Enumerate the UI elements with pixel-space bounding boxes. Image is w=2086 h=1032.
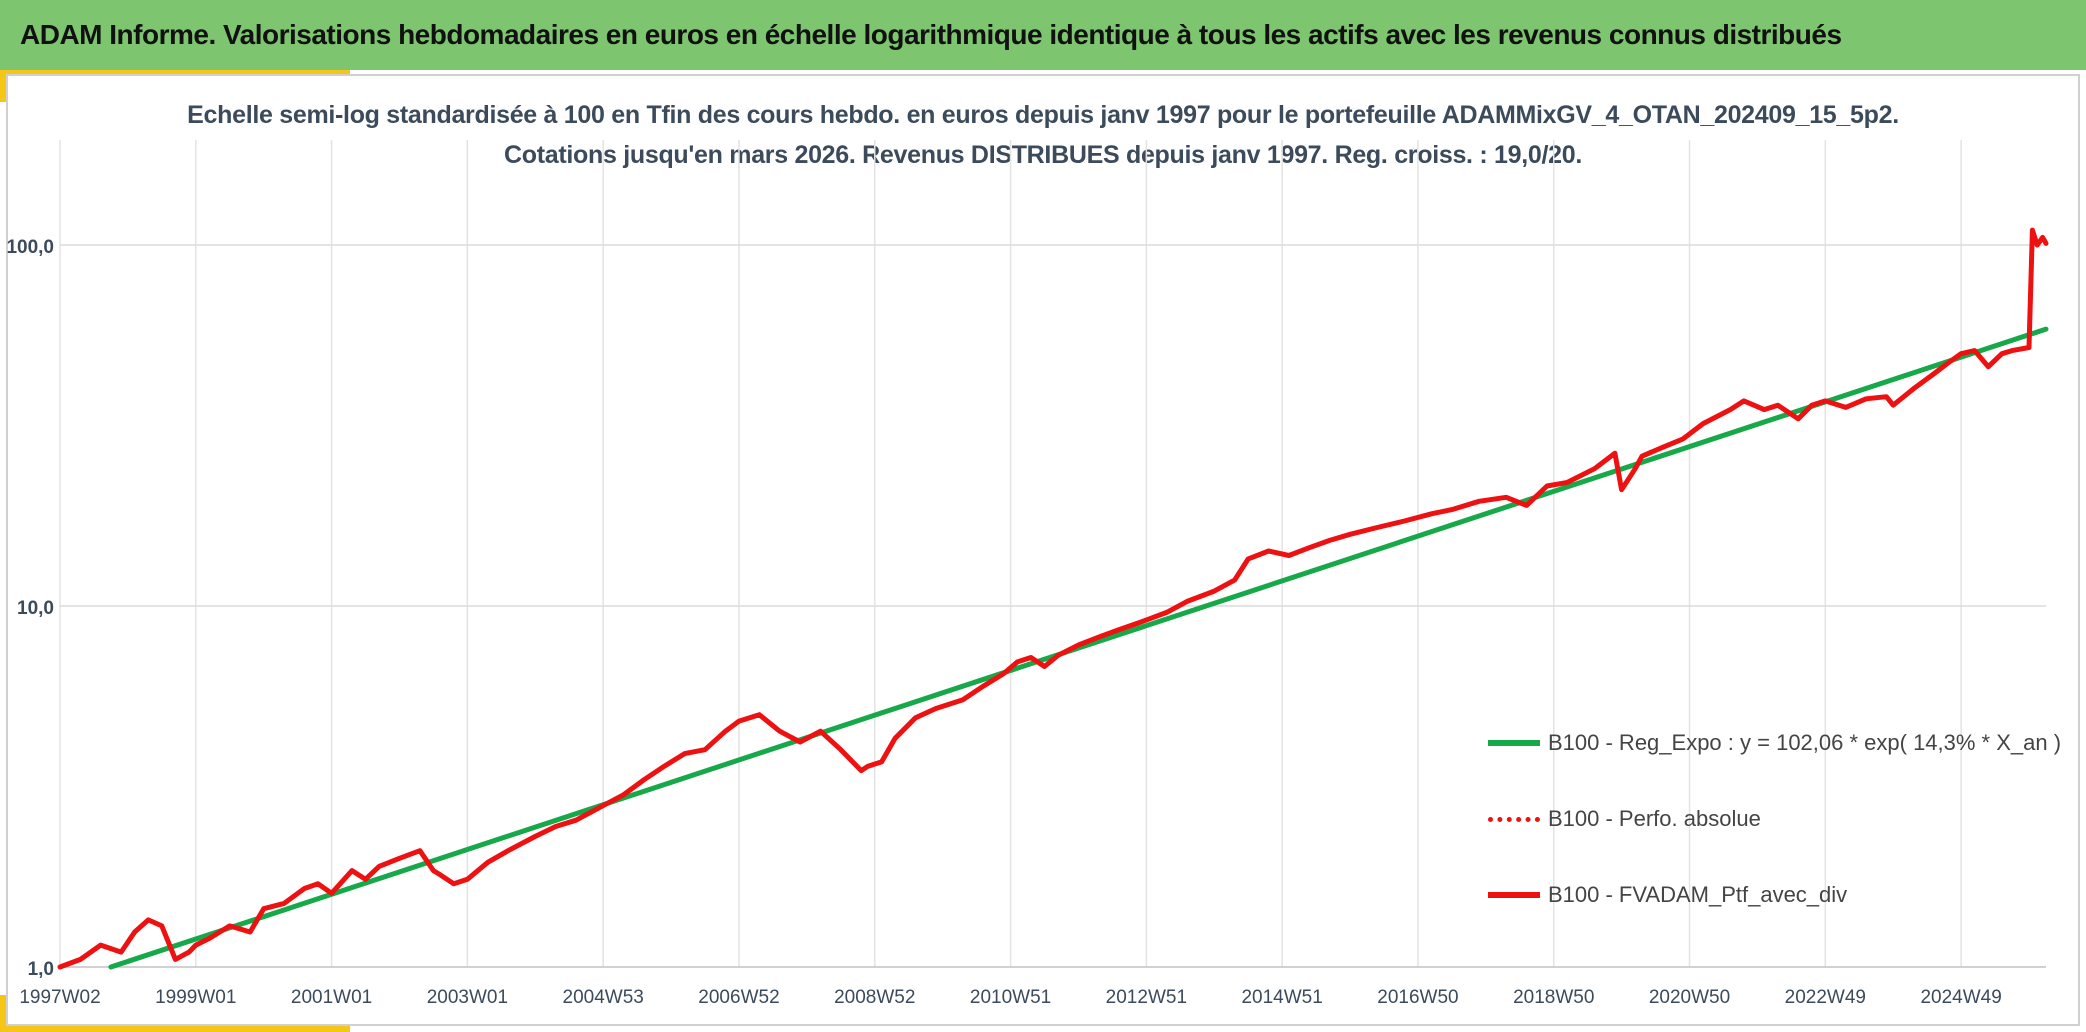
corner-accent-bottom-h <box>0 1025 350 1032</box>
legend-swatch-perfo-absolue <box>1488 816 1540 822</box>
x-tick-label: 1997W02 <box>19 987 100 1008</box>
x-tick-label: 2014W51 <box>1241 987 1322 1008</box>
x-tick-label: 2018W50 <box>1513 987 1594 1008</box>
corner-accent-top-h <box>0 70 350 76</box>
y-tick-label: 10,0 <box>17 598 54 619</box>
x-tick-label: 2008W52 <box>834 987 915 1008</box>
legend-item-regression: B100 - Reg_Expo : y = 102,06 * exp( 14,3… <box>1488 730 2061 756</box>
series-line-2 <box>57 227 2049 970</box>
x-tick-label: 2004W53 <box>563 987 644 1008</box>
y-tick-label: 1,0 <box>28 959 54 980</box>
chart-subtitle: Cotations jusqu'en mars 2026. Revenus DI… <box>504 141 1582 169</box>
header-banner: ADAM Informe. Valorisations hebdomadaire… <box>0 0 2086 70</box>
x-tick-label: 2003W01 <box>427 987 508 1008</box>
x-tick-label: 2001W01 <box>291 987 372 1008</box>
legend-label-ptf-avec-div: B100 - FVADAM_Ptf_avec_div <box>1548 882 1848 907</box>
chart-frame <box>6 74 2080 1026</box>
corner-accent-bottom-v <box>0 995 6 1032</box>
legend-label-regression: B100 - Reg_Expo : y = 102,06 * exp( 14,3… <box>1548 730 2062 755</box>
legend-swatch-ptf-avec-div <box>1488 892 1540 898</box>
x-tick-label: 2010W51 <box>970 987 1051 1008</box>
corner-accent-top-v <box>0 70 6 102</box>
chart-title: Echelle semi-log standardisée à 100 en T… <box>187 101 1899 129</box>
legend-item-ptf-avec-div: B100 - FVADAM_Ptf_avec_div <box>1488 882 1847 908</box>
x-tick-label: 2016W50 <box>1377 987 1458 1008</box>
legend-item-perfo-absolue: B100 - Perfo. absolue <box>1488 806 1761 832</box>
x-tick-label: 2020W50 <box>1649 987 1730 1008</box>
x-tick-label: 2022W49 <box>1785 987 1866 1008</box>
x-tick-label: 2012W51 <box>1106 987 1187 1008</box>
series-line-0 <box>108 326 2049 970</box>
legend-label-perfo-absolue: B100 - Perfo. absolue <box>1548 806 1761 831</box>
banner-title: ADAM Informe. Valorisations hebdomadaire… <box>20 19 1842 50</box>
x-tick-label: 2024W49 <box>1920 987 2001 1008</box>
x-tick-label: 1999W01 <box>155 987 236 1008</box>
y-tick-label: 100,0 <box>6 237 54 258</box>
x-tick-label: 2006W52 <box>698 987 779 1008</box>
legend-swatch-regression <box>1488 740 1540 746</box>
